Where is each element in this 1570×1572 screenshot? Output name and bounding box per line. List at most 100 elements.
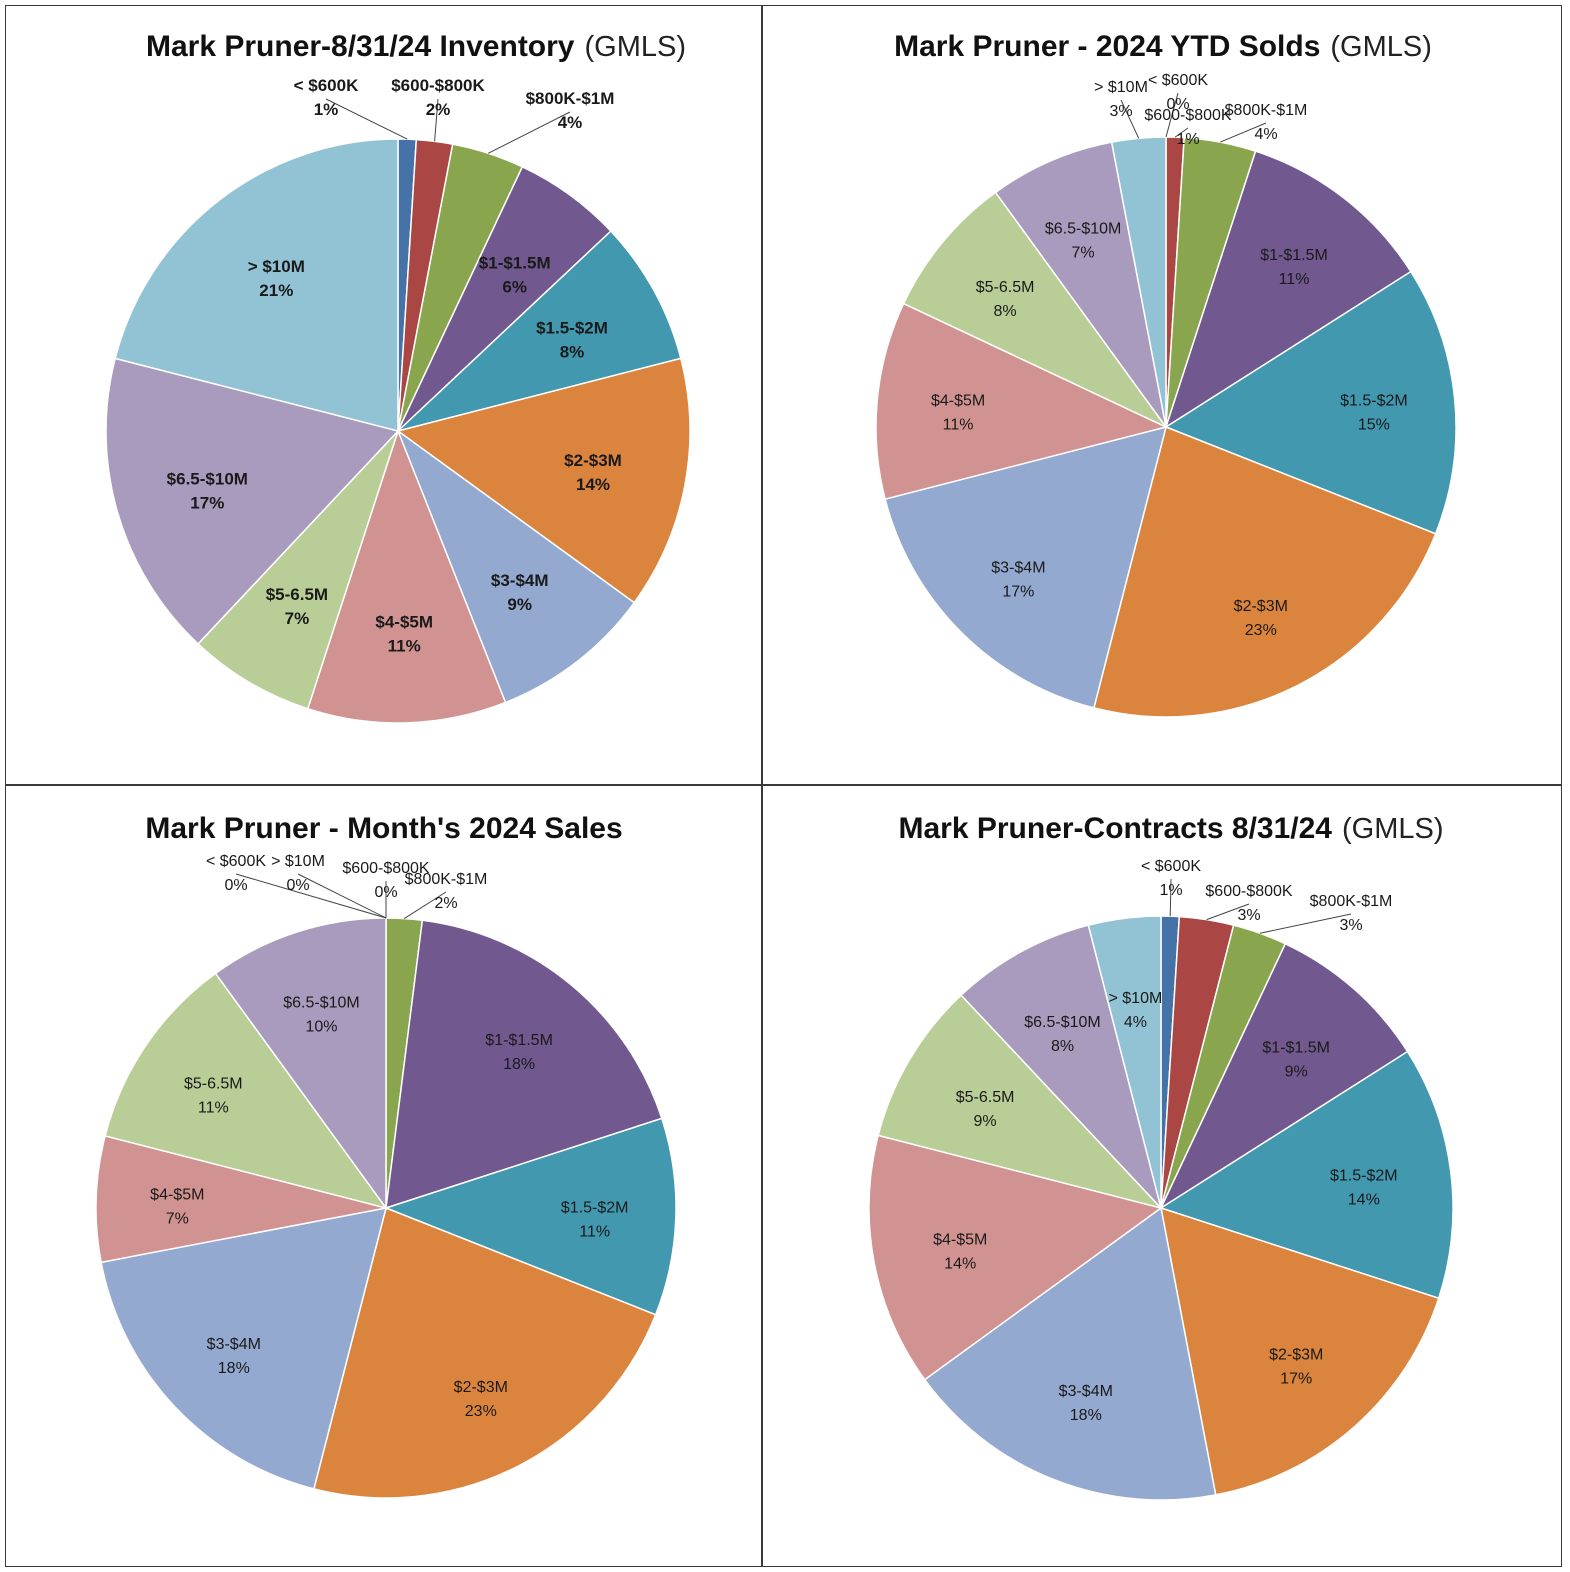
slice-label: $4-$5M 11% [375, 613, 433, 656]
pie-slice [383, 1117, 677, 1316]
slice-value-label: 3% [1339, 917, 1362, 934]
slice-category-label: $1.5-$2M [1340, 392, 1408, 409]
slice-value-label: 7% [1072, 244, 1095, 261]
leader-line [434, 98, 439, 142]
pie-slice [902, 191, 1167, 428]
pie-slice [396, 357, 691, 604]
slice-value-label: 0% [374, 884, 397, 901]
leader-line [487, 111, 571, 154]
pie-slice [1159, 1050, 1454, 1300]
slice-category-label: > $10M [248, 257, 305, 276]
slice-label: $1-$1.5M 18% [485, 1032, 553, 1073]
pie-slice [877, 994, 1164, 1210]
slice-category-label: $4-$5M [933, 1231, 987, 1248]
slice-value-label: 11% [943, 416, 974, 433]
slice-label: > $10M 4% [1108, 990, 1162, 1031]
slice-category-label: $2-$3M [1269, 1346, 1323, 1363]
pie-slice [105, 357, 400, 645]
slice-value-label: 11% [388, 637, 421, 656]
slice-value-label: 23% [1245, 622, 1277, 639]
slice-category-label: < $600K [1148, 72, 1208, 89]
slice-value-label: 7% [166, 1210, 189, 1227]
slice-category-label: $600-$800K [391, 76, 485, 95]
leader-line [1169, 878, 1172, 917]
slice-value-label: 3% [1109, 103, 1132, 120]
slice-label: $800K-$1M 4% [487, 89, 614, 154]
slice-value-label: 0% [224, 877, 247, 894]
slice-category-label: $2-$3M [454, 1379, 508, 1396]
slice-category-label: $600-$800K [342, 860, 430, 877]
pie-slice [868, 1134, 1163, 1381]
pie-labels: < $600K 1% $600-$800K 2% $800K-$1M 4% $1-$1.5M… [167, 76, 622, 656]
slice-category-label: $3-$4M [207, 1336, 261, 1353]
slice-value-label: 9% [1285, 1064, 1308, 1081]
chart-panel-3: Mark Pruner - Month's 2024 Sales < $600K 0… [5, 785, 762, 1567]
pie-chart-1: Mark Pruner-8/31/24 Inventory (GMLS) < $60… [105, 30, 691, 724]
slice-value-label: 23% [465, 1403, 497, 1420]
leader-line [1259, 913, 1352, 934]
chart-panel-2: Mark Pruner - 2024 YTD Solds (GMLS) < $600… [762, 5, 1562, 785]
pie-slice [100, 1207, 388, 1490]
chart-title: Mark Pruner-Contracts 8/31/24 (GMLS) [898, 812, 1443, 845]
slice-label: $600-$800K 3% [1205, 883, 1293, 924]
slice-category-label: $1-$1.5M [1260, 247, 1328, 264]
slice-category-label: < $600K [294, 76, 359, 95]
pie-labels: < $600K 0% $600-$800K 0% $800K-$1M 2% $1-$1.5M… [150, 853, 628, 1420]
slice-category-label: < $600K [206, 853, 266, 870]
slice-value-label: 4% [558, 113, 583, 132]
slice-category-label: $600-$800K [1144, 107, 1232, 124]
pie-slice [1164, 270, 1457, 535]
slice-label: $4-$5M 7% [150, 1186, 204, 1227]
pie-slice [396, 428, 636, 704]
slice-category-label: $800K-$1M [1310, 893, 1393, 910]
slice-label: > $10M 3% [1094, 79, 1148, 139]
slice-label: $1.5-$2M 15% [1340, 392, 1408, 433]
pie-chart-4: Mark Pruner-Contracts 8/31/24 (GMLS) < $60… [868, 812, 1454, 1501]
slice-label: $1-$1.5M 11% [1260, 247, 1328, 288]
pie-slice [197, 430, 399, 710]
slice-value-label: 2% [426, 100, 451, 119]
pie-slices [105, 138, 691, 724]
slice-category-label: $2-$3M [1234, 598, 1288, 615]
pie-labels: < $600K 0%$600-$800K 1% $800K-$1M 4% $1-$1.5M… [931, 72, 1408, 639]
slice-label: $1.5-$2M 8% [536, 318, 608, 361]
slice-label: $6.5-$10M 17% [167, 469, 248, 512]
pie-slice [960, 924, 1162, 1209]
slice-category-label: $4-$5M [931, 392, 985, 409]
pie-slice [994, 141, 1167, 428]
slice-label: $6.5-$10M 10% [283, 994, 360, 1035]
slice-label: $3-$4M 9% [491, 571, 549, 614]
pie-slice [1164, 150, 1412, 429]
slice-value-label: 15% [1358, 416, 1390, 433]
slice-value-label: 21% [259, 281, 293, 300]
slice-label: $3-$4M 18% [1059, 1383, 1113, 1424]
slice-category-label: $1.5-$2M [536, 318, 608, 337]
slice-label: < $600K 0% [206, 853, 387, 919]
slice-category-label: $1.5-$2M [561, 1200, 629, 1217]
slice-category-label: $1-$1.5M [1262, 1040, 1330, 1057]
slice-category-label: $5-6.5M [266, 585, 328, 604]
slice-label: $6.5-$10M 8% [1024, 1014, 1101, 1055]
pie-chart-2: Mark Pruner - 2024 YTD Solds (GMLS) < $600… [875, 30, 1457, 718]
slice-label: $5-6.5M 7% [266, 585, 328, 628]
slice-label: $3-$4M 18% [207, 1336, 261, 1377]
slice-value-label: 11% [1279, 271, 1310, 288]
slice-label: $6.5-$10M 7% [1045, 220, 1122, 261]
slice-category-label: $3-$4M [1059, 1383, 1113, 1400]
slice-value-label: 4% [1254, 126, 1277, 143]
slice-value-label: 1% [314, 100, 339, 119]
slice-category-label: $5-6.5M [956, 1089, 1015, 1106]
pie-slice [114, 138, 399, 432]
pie-slices [875, 136, 1457, 718]
slice-value-label: 17% [190, 493, 224, 512]
slice-label: $2-$3M 14% [564, 451, 622, 494]
pie-slice [1159, 942, 1409, 1211]
slice-label: $5-6.5M 11% [184, 1076, 243, 1117]
slice-category-label: $6.5-$10M [1024, 1014, 1101, 1031]
slice-label: $5-6.5M 8% [976, 279, 1035, 320]
slice-label: $2-$3M 17% [1269, 1346, 1323, 1387]
slice-label: < $600K 1% [1141, 858, 1201, 917]
pie-labels: < $600K 1% $600-$800K 3% $800K-$1M 3% $1-$1.5M… [933, 858, 1398, 1424]
pie-slice [312, 1206, 657, 1499]
pie-slice [875, 302, 1169, 501]
